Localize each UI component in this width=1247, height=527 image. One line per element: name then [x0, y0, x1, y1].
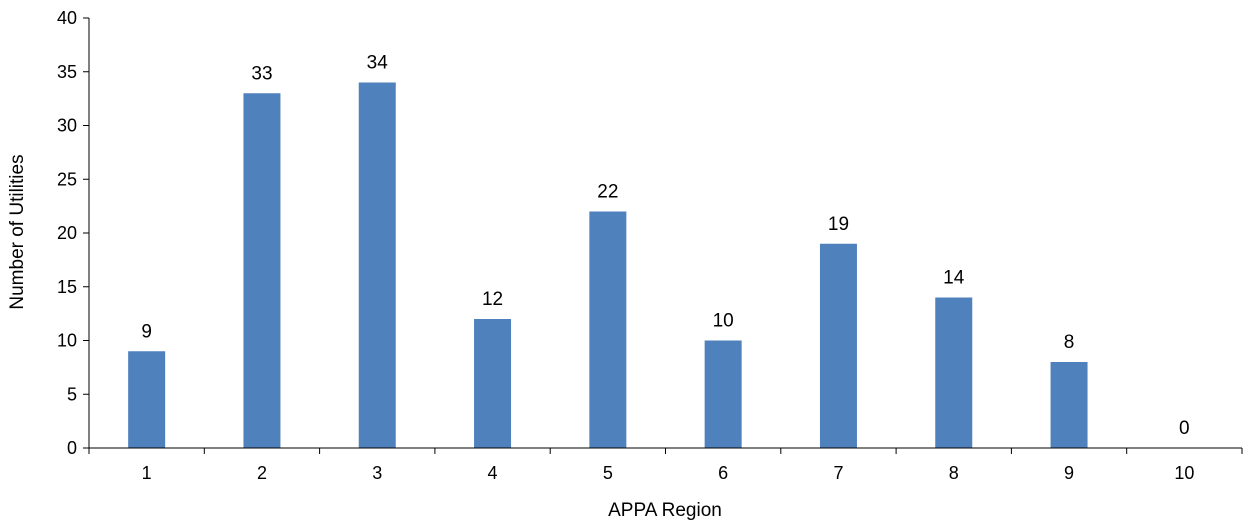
y-tick-label: 10: [57, 331, 77, 351]
y-tick-label: 15: [57, 277, 77, 297]
y-axis-title: Number of Utilities: [7, 154, 28, 309]
y-tick-label: 0: [67, 438, 77, 458]
bar-data-label: 33: [251, 63, 272, 84]
y-tick-label: 40: [57, 8, 77, 28]
bar: [935, 297, 973, 448]
bar-data-label: 34: [367, 53, 389, 74]
bar: [128, 351, 166, 448]
data-labels: 9 33 34 12 22 10 19 14 8 0: [141, 53, 1189, 440]
bar: [243, 93, 281, 448]
y-axis-ticks: 0 5 10 15 20 25 30 35 40: [57, 8, 89, 458]
bar-data-label: 0: [1179, 418, 1190, 439]
x-tick-label: 3: [372, 463, 382, 483]
y-tick-label: 30: [57, 116, 77, 136]
bars: [128, 82, 1088, 448]
x-tick-label: 5: [603, 463, 613, 483]
bar: [589, 211, 627, 448]
y-tick-label: 25: [57, 169, 77, 189]
bar: [1050, 362, 1088, 448]
x-tick-label: 9: [1064, 463, 1074, 483]
x-tick-label: 8: [949, 463, 959, 483]
y-tick-label: 5: [67, 384, 77, 404]
bar: [819, 243, 857, 448]
bar-data-label: 8: [1064, 332, 1075, 353]
bar-data-label: 9: [141, 321, 152, 342]
x-tick-label: 4: [488, 463, 498, 483]
x-tick-label: 10: [1174, 463, 1194, 483]
bar: [704, 340, 742, 448]
bar-data-label: 19: [828, 214, 849, 235]
x-tick-label: 7: [833, 463, 843, 483]
bar-data-label: 10: [713, 311, 734, 332]
bar-data-label: 12: [482, 289, 503, 310]
bar: [358, 82, 396, 448]
x-tick-label: 1: [142, 463, 152, 483]
x-axis-title: APPA Region: [608, 500, 722, 521]
y-tick-label: 20: [57, 223, 77, 243]
y-tick-label: 35: [57, 62, 77, 82]
bar: [474, 319, 512, 448]
x-tick-label: 6: [718, 463, 728, 483]
bar-data-label: 14: [943, 268, 965, 289]
x-tick-label: 2: [257, 463, 267, 483]
bar-data-label: 22: [597, 182, 618, 203]
x-axis-ticks: 1 2 3 4 5 6 7 8 9 10: [88, 448, 1243, 483]
